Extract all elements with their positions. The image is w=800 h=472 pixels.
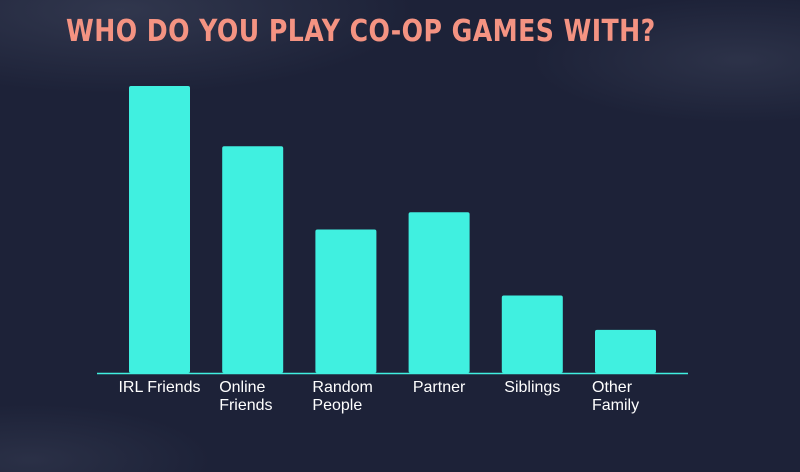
- x-tick-label-5-line-0: Other: [592, 379, 633, 396]
- x-tick-label-1-line-0: Online: [219, 379, 265, 396]
- x-tick-label-3-line-0: Partner: [413, 379, 466, 396]
- x-tick-label-2-line-0: Random: [312, 379, 372, 396]
- bar-1: [222, 146, 284, 373]
- bar-2: [315, 229, 377, 373]
- x-tick-label-4-line-0: Siblings: [504, 379, 560, 396]
- x-tick-label-1-line-1: Friends: [219, 397, 272, 414]
- x-tick-label-4: Siblings: [504, 379, 560, 396]
- x-tick-label-0-line-0: IRL Friends: [118, 379, 200, 396]
- x-tick-label-5-line-1: Family: [592, 397, 639, 414]
- x-tick-label-5: Other Family: [592, 379, 639, 414]
- x-tick-label-2-line-1: People: [312, 397, 362, 414]
- x-tick-label-3: Partner: [413, 379, 466, 396]
- x-tick-label-1: Online Friends: [219, 379, 272, 414]
- bar-5: [595, 329, 656, 373]
- bar-4: [501, 295, 563, 373]
- x-tick-label-0: IRL Friends: [118, 379, 200, 396]
- x-tick-label-2: Random People: [312, 379, 372, 414]
- bar-3: [408, 212, 470, 373]
- chart-title: WHO DO YOU PLAY CO-OP GAMES WITH?: [66, 14, 656, 49]
- bar-0: [129, 86, 190, 373]
